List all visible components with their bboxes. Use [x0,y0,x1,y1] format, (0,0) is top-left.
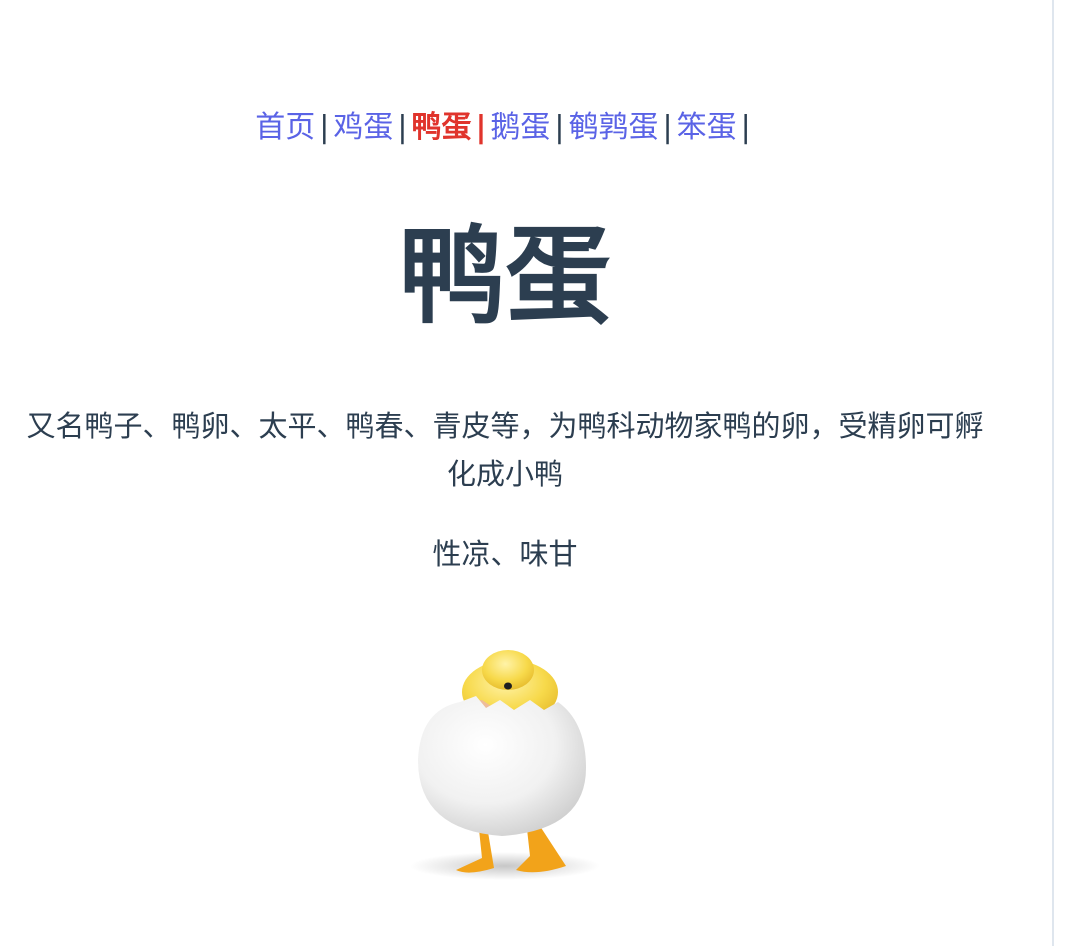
nav-link-chicken-egg[interactable]: 鸡蛋 [333,110,394,145]
right-divider [1052,0,1054,946]
nav-link-goose-egg[interactable]: 鹅蛋 [490,110,551,145]
nav-link-duck-egg[interactable]: 鸭蛋 [411,110,472,145]
page-title: 鸭蛋 [399,215,611,338]
duckling-hatching-from-egg-image [410,650,600,880]
nav-link-dummy-egg[interactable]: 笨蛋 [676,110,737,145]
egg-properties: 性凉、味甘 [432,537,578,571]
nav-separator: | [475,110,487,145]
nav-separator: | [554,110,565,145]
egg-description: 又名鸭子、鸭卵、太平、鸭春、青皮等，为鸭科动物家鸭的卵，受精卵可孵化成小鸭 [26,409,984,491]
nav-separator: | [740,110,751,145]
top-navigation: 首页 | 鸡蛋 | 鸭蛋 | 鹅蛋 | 鹌鹑蛋 | 笨蛋 | [0,104,1010,152]
nav-separator: | [397,110,408,145]
nav-link-home[interactable]: 首页 [255,110,316,145]
nav-separator: | [662,110,673,145]
nav-separator: | [319,110,330,145]
nav-link-quail-egg[interactable]: 鹌鹑蛋 [568,110,659,145]
